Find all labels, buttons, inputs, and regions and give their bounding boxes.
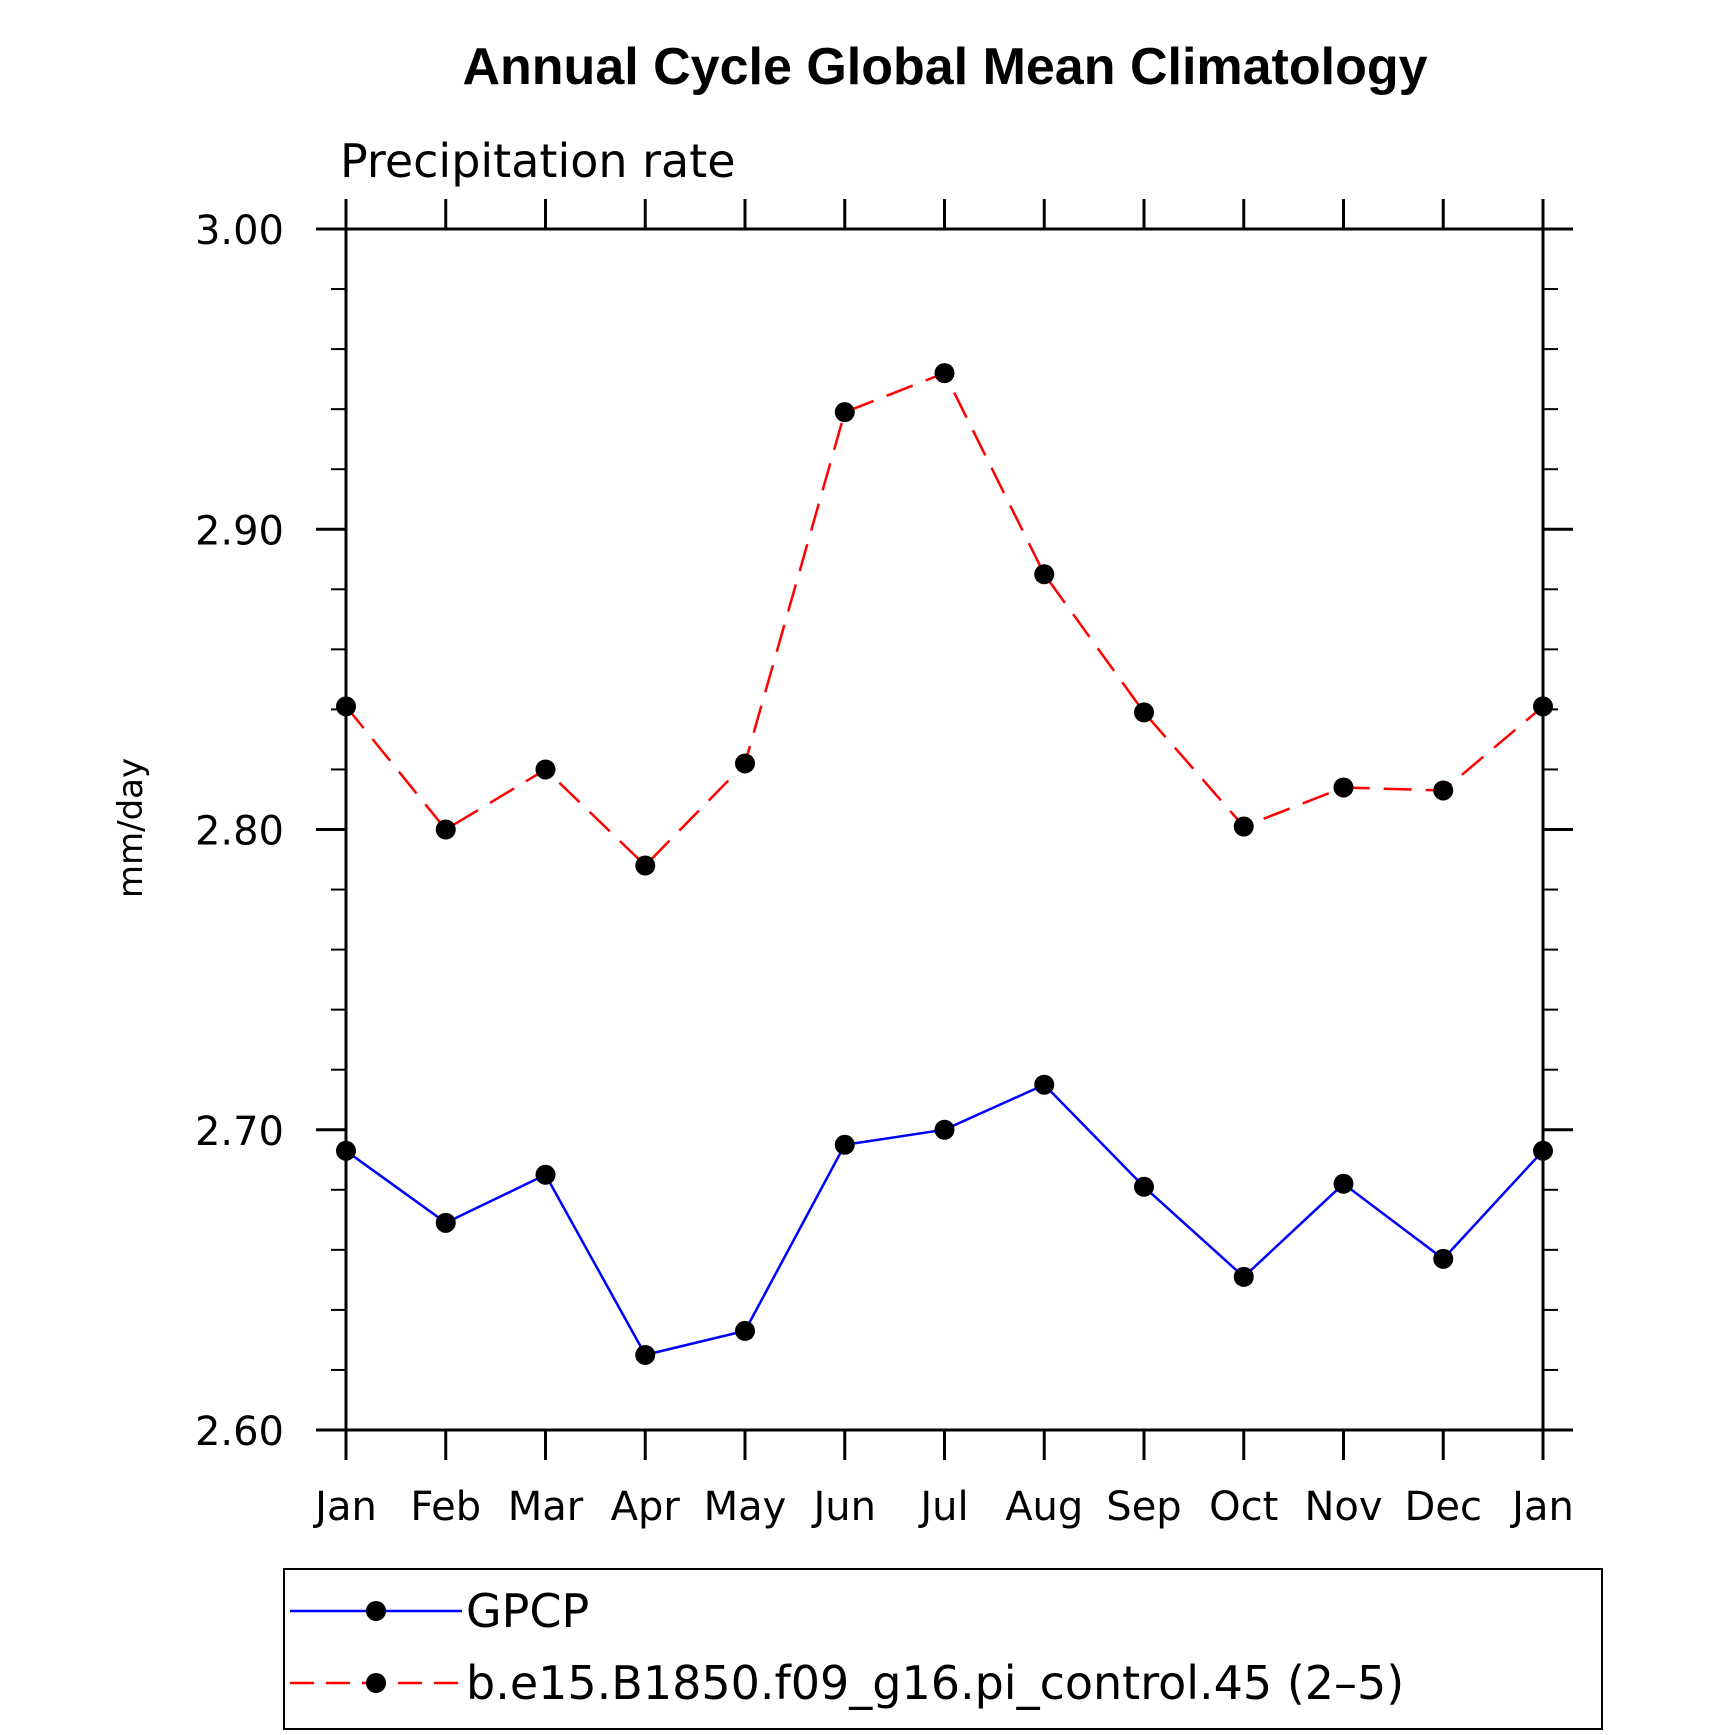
y-tick-label: 3.00 (195, 208, 284, 254)
y-axis-label: mm/day (111, 758, 151, 898)
data-point (1034, 564, 1055, 585)
legend-label: GPCP (466, 1584, 589, 1638)
data-point (1333, 777, 1354, 798)
data-point (735, 1320, 755, 1341)
chart-title: Annual Cycle Global Mean Climatology (462, 38, 1427, 96)
x-tick-label: Jan (312, 1484, 377, 1530)
data-point (336, 1140, 356, 1161)
series-line (345, 371, 1544, 868)
legend-label: b.e15.B1850.f09_g16.pi_control.45 (2–5) (466, 1656, 1404, 1710)
data-point (1233, 816, 1254, 837)
y-tick-label: 2.70 (195, 1109, 284, 1155)
legend-box (283, 1568, 1603, 1730)
y-tick-label: 2.80 (195, 809, 284, 855)
x-tick-label: Dec (1405, 1484, 1482, 1530)
data-point (834, 402, 855, 423)
data-point (635, 1344, 656, 1365)
data-point (535, 759, 556, 780)
data-point (535, 1164, 556, 1185)
data-point (1433, 1248, 1454, 1269)
chart-subtitle: Precipitation rate (340, 134, 736, 188)
series-1 (336, 363, 1553, 876)
x-tick-label: Mar (508, 1484, 584, 1530)
x-tick-label: Nov (1304, 1484, 1382, 1530)
data-point (1134, 1176, 1154, 1197)
data-point (635, 855, 656, 876)
data-point (834, 1134, 855, 1155)
legend-entry: b.e15.B1850.f09_g16.pi_control.45 (2–5) (290, 1656, 1404, 1710)
y-tick-label: 2.90 (195, 508, 284, 554)
legend-entry: GPCP (290, 1584, 589, 1638)
x-tick-label: Apr (611, 1484, 681, 1530)
legend-marker (366, 1601, 386, 1621)
x-tick-label: Jan (1509, 1484, 1574, 1530)
data-point (1533, 696, 1553, 717)
data-point (1533, 1140, 1553, 1161)
data-point (1034, 1074, 1055, 1095)
data-point (435, 819, 456, 840)
data-point (934, 1119, 955, 1140)
legend: GPCP b.e15.B1850.f09_g16.pi_control.45 (2… (283, 1568, 1603, 1730)
axes: Jan Feb Mar Apr May Jun Jul Aug Sep Oct Nov Dec Jan 2… (195, 199, 1574, 1530)
x-tick-label: Jun (811, 1484, 877, 1530)
data-point (435, 1212, 456, 1233)
series-layer (336, 363, 1553, 1365)
data-point (1134, 702, 1154, 723)
y-tick-label: 2.60 (195, 1409, 284, 1455)
x-tick-label: Sep (1106, 1484, 1181, 1530)
data-point (1233, 1266, 1254, 1287)
data-point (336, 696, 356, 717)
data-point (1333, 1173, 1354, 1194)
data-point (934, 363, 955, 384)
data-point (735, 753, 755, 774)
x-tick-label: Oct (1209, 1484, 1278, 1530)
x-tick-label: Aug (1005, 1484, 1083, 1530)
x-tick-label: Feb (410, 1484, 481, 1530)
legend-marker (366, 1673, 386, 1693)
data-point (1433, 780, 1454, 801)
plot-frame (344, 227, 1545, 1432)
x-tick-label: May (704, 1484, 787, 1530)
series-0 (336, 1074, 1553, 1365)
x-tick-label: Jul (917, 1484, 968, 1530)
